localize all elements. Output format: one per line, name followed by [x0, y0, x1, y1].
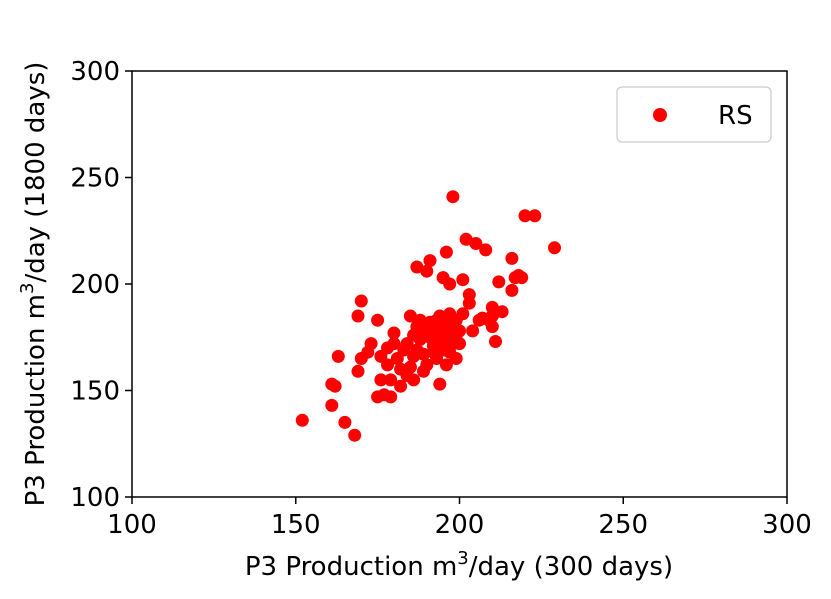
data-point: [351, 309, 365, 323]
data-point: [351, 364, 365, 378]
data-point: [443, 277, 457, 291]
data-point: [338, 415, 352, 429]
y-axis-label-prefix: P3 Production m: [21, 294, 51, 506]
x-tick-label: 200: [435, 510, 485, 540]
data-point: [381, 358, 394, 372]
data-point: [328, 379, 342, 393]
data-point: [407, 373, 421, 387]
data-point: [423, 254, 437, 268]
y-axis-label-superscript: 3: [17, 283, 38, 294]
data-point: [453, 324, 466, 338]
x-tick-label: 150: [271, 510, 321, 540]
x-axis-label: P3 Production m3/day (300 days): [245, 548, 673, 582]
data-point: [446, 190, 460, 204]
y-tick-label: 300: [70, 57, 120, 87]
data-point: [420, 264, 434, 278]
data-point: [548, 241, 561, 255]
y-axis-label-suffix: /day (1800 days): [21, 62, 51, 283]
x-axis-label-superscript: 3: [457, 548, 468, 569]
y-tick-label: 150: [70, 377, 120, 407]
y-tick-label: 250: [70, 164, 120, 194]
data-point: [348, 428, 362, 442]
data-point: [325, 398, 339, 412]
data-point: [528, 209, 542, 223]
y-axis-label: P3 Production m3/day (1800 days): [17, 62, 51, 507]
data-point: [331, 349, 345, 363]
legend-label-rs: RS: [718, 101, 753, 131]
data-point: [505, 283, 519, 297]
data-point: [387, 326, 401, 340]
data-point: [469, 237, 483, 250]
data-point: [374, 373, 388, 387]
legend-marker-rs: [653, 108, 667, 122]
x-tick-label: 300: [762, 510, 812, 540]
data-point: [489, 335, 502, 348]
data-point: [384, 373, 398, 387]
data-point: [433, 377, 447, 391]
data-point: [449, 352, 463, 365]
x-axis-label-suffix: /day (300 days): [469, 552, 673, 582]
x-tick-label: 100: [107, 510, 157, 540]
data-point: [417, 347, 430, 361]
data-point: [439, 245, 453, 259]
y-tick-label: 200: [70, 270, 120, 300]
data-point: [354, 294, 368, 308]
data-point: [518, 209, 532, 223]
y-tick-label: 100: [70, 483, 120, 513]
data-point: [410, 260, 424, 274]
y-axis: 100 150 200 250 300: [70, 57, 132, 513]
x-tick-label: 250: [598, 510, 648, 540]
data-point: [485, 320, 499, 334]
data-point: [384, 390, 398, 404]
x-axis: 100 150 200 250 300: [107, 497, 812, 540]
data-point: [371, 313, 385, 327]
data-point: [459, 232, 473, 246]
legend-box: [616, 86, 772, 143]
data-point: [466, 324, 480, 338]
data-point: [439, 358, 453, 372]
data-point: [505, 251, 519, 265]
data-point: [413, 313, 427, 327]
data-point: [456, 307, 470, 321]
data-point: [462, 288, 476, 302]
data-points: [295, 190, 561, 442]
data-point: [453, 337, 466, 351]
data-point: [364, 337, 378, 351]
data-point: [403, 309, 417, 323]
data-point: [387, 337, 401, 351]
data-point: [492, 275, 506, 289]
data-point: [456, 273, 470, 287]
x-axis-label-prefix: P3 Production m: [245, 552, 457, 582]
data-point: [295, 413, 309, 427]
data-point: [420, 358, 434, 372]
data-point: [479, 243, 493, 257]
data-point: [495, 305, 509, 319]
data-point: [403, 360, 417, 374]
data-point: [515, 271, 529, 285]
data-point: [394, 379, 408, 393]
legend: RS: [616, 86, 772, 143]
